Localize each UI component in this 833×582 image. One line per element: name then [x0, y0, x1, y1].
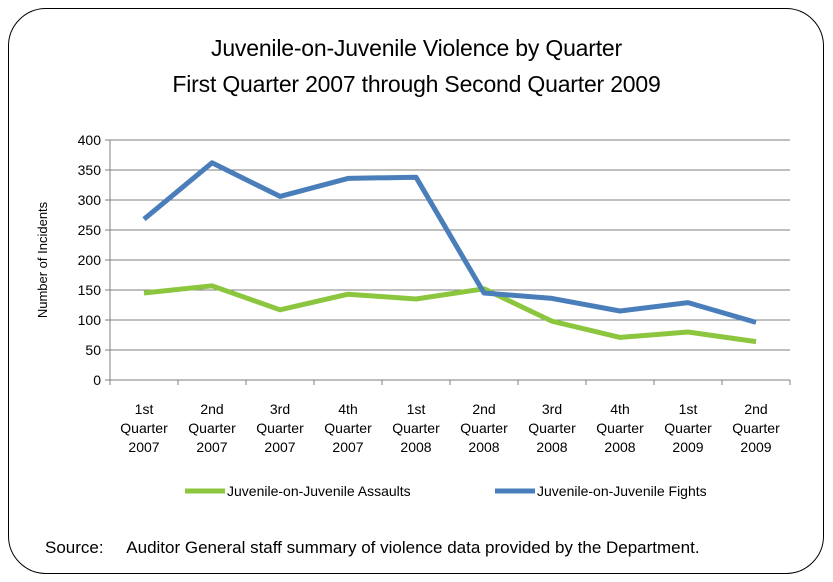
x-tick-label: 2nd Quarter 2009 [732, 401, 780, 455]
legend-label: Juvenile-on-Juvenile Fights [537, 483, 707, 499]
y-tick-label: 300 [78, 192, 102, 208]
y-tick-label: 250 [78, 222, 102, 238]
gridlines [110, 139, 790, 351]
series-line-1 [143, 283, 757, 345]
y-tick-label: 100 [78, 312, 102, 328]
axes [105, 139, 791, 385]
x-tick-label: 2nd Quarter 2007 [188, 401, 236, 455]
x-tick-label: 1st Quarter 2008 [392, 401, 440, 455]
series-lines [142, 160, 757, 345]
x-tick-label: 1st Quarter 2007 [120, 401, 168, 455]
y-tick-label: 50 [85, 342, 101, 358]
series-line-2 [142, 160, 757, 325]
x-tick-label: 2nd Quarter 2008 [460, 401, 508, 455]
x-tick-label: 3rd Quarter 2008 [528, 401, 576, 455]
source-note: Source: Auditor General staff summary of… [45, 538, 700, 558]
legend-label: Juvenile-on-Juvenile Assaults [227, 483, 411, 499]
legend: Juvenile-on-Juvenile Assaults Juvenile-on… [185, 483, 707, 499]
x-tick-label: 1st Quarter 2009 [664, 401, 712, 455]
chart-subtitle: First Quarter 2007 through Second Quarte… [172, 71, 661, 97]
y-tick-label: 350 [78, 162, 102, 178]
y-tick-label: 400 [78, 132, 102, 148]
source-label: Source: [45, 538, 104, 557]
source-text: Auditor General staff summary of violenc… [126, 538, 700, 557]
y-tick-label: 0 [93, 372, 101, 388]
x-tick-label: 4th Quarter 2008 [596, 401, 644, 455]
x-tick-label: 4th Quarter 2007 [324, 401, 372, 455]
chart-title: Juvenile-on-Juvenile Violence by Quarter [211, 35, 622, 61]
y-tick-label: 150 [78, 282, 102, 298]
x-tick-label: 3rd Quarter 2007 [256, 401, 304, 455]
y-axis-title: Number of Incidents [35, 201, 50, 318]
axis-labels: 0 50 100 150 200 250 300 350 400 1st Quarter 2007 2n… [35, 132, 780, 455]
y-tick-label: 200 [78, 252, 102, 268]
